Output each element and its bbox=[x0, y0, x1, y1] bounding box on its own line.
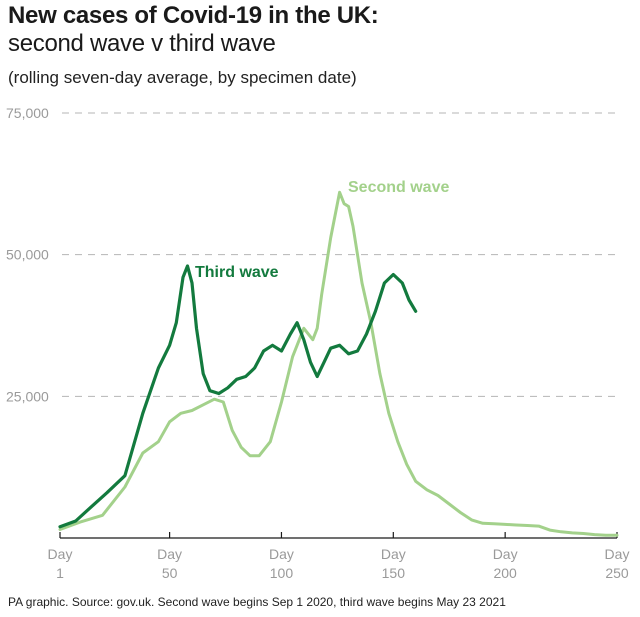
x-tick-label-top: Day bbox=[157, 546, 182, 562]
x-tick-label-bottom: 250 bbox=[605, 565, 629, 581]
x-tick-label-top: Day bbox=[493, 546, 518, 562]
source-footnote: PA graphic. Source: gov.uk. Second wave … bbox=[8, 595, 506, 609]
series-label-third-wave: Third wave bbox=[195, 264, 279, 281]
x-tick-label-top: Day bbox=[381, 546, 406, 562]
x-tick-label-bottom: 200 bbox=[493, 565, 517, 581]
x-tick-label-bottom: 1 bbox=[56, 565, 64, 581]
x-tick-label-top: Day bbox=[48, 546, 73, 562]
y-tick-label: 75,000 bbox=[6, 105, 49, 121]
x-tick-label-bottom: 50 bbox=[162, 565, 178, 581]
series-line-second-wave bbox=[58, 190, 619, 537]
y-tick-label: 25,000 bbox=[6, 388, 49, 404]
series-label-second-wave: Second wave bbox=[348, 179, 449, 196]
chart-subtitle: second wave v third wave bbox=[8, 30, 276, 57]
chart-title: New cases of Covid-19 in the UK: bbox=[8, 2, 379, 29]
chart-note: (rolling seven-day average, by specimen … bbox=[8, 68, 357, 87]
x-tick-label-bottom: 100 bbox=[270, 565, 294, 581]
x-tick-label-top: Day bbox=[269, 546, 294, 562]
y-tick-label: 50,000 bbox=[6, 247, 49, 263]
x-tick-label-top: Day bbox=[605, 546, 630, 562]
x-tick-label-bottom: 150 bbox=[382, 565, 406, 581]
series-line-third-wave bbox=[58, 264, 418, 529]
